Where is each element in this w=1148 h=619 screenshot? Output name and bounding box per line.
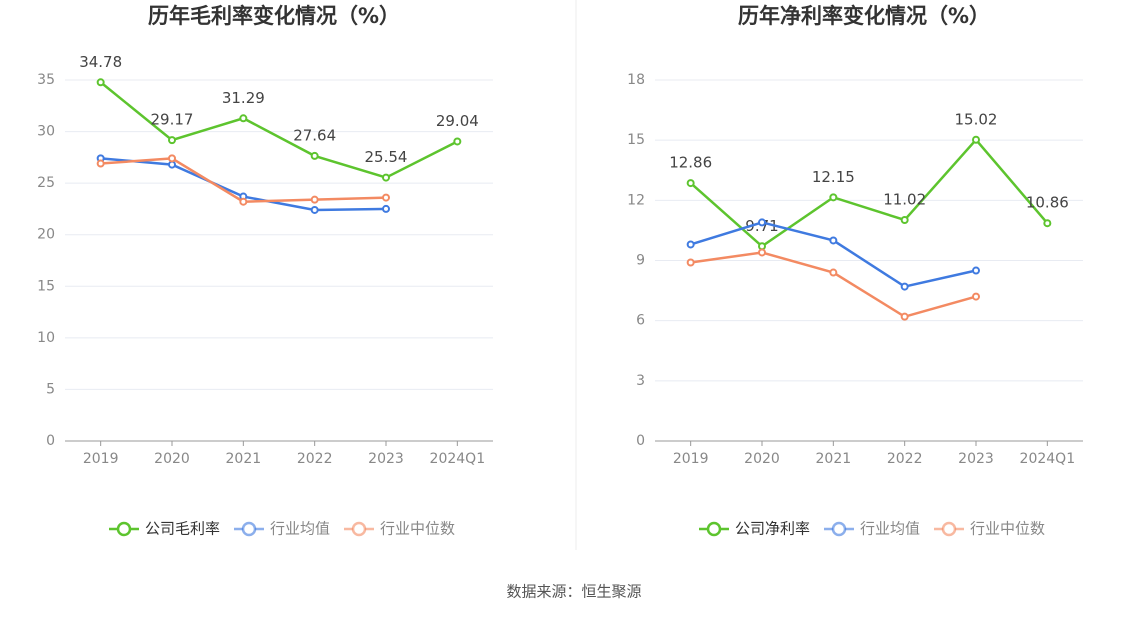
data-label: 27.64 — [293, 126, 336, 144]
y-tick-label: 12 — [627, 192, 645, 208]
data-label: 29.17 — [151, 111, 194, 129]
x-tick-label: 2022 — [887, 451, 923, 467]
data-point — [310, 205, 319, 214]
y-tick-label: 6 — [636, 313, 645, 329]
x-tick-label: 2019 — [673, 451, 709, 467]
y-tick-label: 15 — [627, 132, 645, 148]
x-tick-label: 2019 — [83, 451, 119, 467]
data-point — [972, 292, 980, 301]
legend-label: 行业中位数 — [970, 520, 1045, 538]
legend-marker — [831, 521, 847, 537]
source: 数据来源：恒生聚源 — [506, 583, 641, 601]
data-label: 25.54 — [365, 148, 408, 166]
data-point — [239, 197, 248, 206]
y-tick-label: 9 — [636, 253, 645, 269]
chart-title: 历年净利率变化情况（%） — [738, 4, 990, 28]
y-tick-label: 20 — [37, 227, 55, 243]
data-label: 10.86 — [1026, 194, 1069, 212]
y-tick-label: 30 — [37, 124, 55, 140]
y-tick-label: 18 — [627, 72, 645, 88]
data-point — [168, 154, 176, 163]
data-point — [1043, 219, 1052, 228]
x-tick-label: 2023 — [958, 451, 994, 467]
series-line — [690, 221, 977, 288]
x-tick-label: 2020 — [744, 451, 780, 467]
data-point — [382, 193, 390, 202]
x-tick-label: 2022 — [297, 451, 333, 467]
data-label: 31.29 — [222, 89, 265, 107]
series-line — [690, 251, 977, 319]
legend-marker — [941, 521, 957, 537]
data-point — [239, 114, 248, 123]
y-tick-label: 35 — [37, 72, 55, 88]
data-point — [758, 242, 766, 251]
chart-title: 历年毛利率变化情况（%） — [148, 4, 400, 28]
data-point — [96, 78, 105, 87]
legend-marker — [706, 521, 722, 537]
data-label: 12.15 — [812, 168, 855, 186]
data-point — [382, 173, 390, 182]
data-point — [686, 179, 695, 188]
data-point — [900, 215, 909, 224]
data-label: 34.78 — [79, 53, 122, 71]
legend-label: 公司净利率 — [735, 520, 810, 538]
y-tick-label: 10 — [37, 330, 55, 346]
x-tick-label: 2024Q1 — [430, 451, 486, 467]
data-point — [168, 136, 176, 145]
data-point — [829, 236, 838, 245]
data-point — [972, 266, 980, 275]
series-line — [689, 137, 1049, 248]
data-point — [829, 193, 838, 202]
x-tick-label: 2020 — [154, 451, 190, 467]
legend-label: 公司毛利率 — [145, 520, 220, 538]
data-point — [382, 204, 390, 213]
legend-label: 行业中位数 — [380, 520, 455, 538]
data-point — [900, 282, 909, 291]
x-tick-label: 2021 — [226, 451, 262, 467]
legend-label: 行业均值 — [860, 520, 920, 538]
data-label: 15.02 — [955, 110, 998, 128]
y-tick-label: 0 — [636, 433, 645, 449]
data-point — [900, 312, 909, 321]
data-point — [168, 160, 176, 169]
legend-marker — [116, 521, 132, 537]
data-label: 12.86 — [669, 154, 712, 172]
y-tick-label: 5 — [46, 381, 55, 397]
legend-label: 行业均值 — [270, 520, 330, 538]
data-point — [310, 195, 319, 204]
x-tick-label: 2024Q1 — [1020, 451, 1076, 467]
legend-marker — [241, 521, 257, 537]
data-point — [310, 151, 319, 160]
x-tick-label: 2021 — [816, 451, 852, 467]
y-tick-label: 0 — [46, 433, 55, 449]
data-point — [758, 218, 766, 227]
y-tick-label: 25 — [37, 175, 55, 191]
data-point — [96, 159, 105, 168]
legend-marker — [351, 521, 367, 537]
data-label: 29.04 — [436, 112, 479, 130]
data-point — [686, 240, 695, 249]
data-label: 11.02 — [883, 190, 926, 208]
data-point — [829, 268, 838, 277]
x-tick-label: 2023 — [368, 451, 404, 467]
data-point — [453, 137, 462, 146]
y-tick-label: 3 — [636, 373, 645, 389]
data-point — [972, 135, 980, 144]
series-line — [99, 81, 458, 179]
data-point — [686, 258, 695, 267]
y-tick-label: 15 — [37, 278, 55, 294]
data-point — [758, 248, 766, 257]
